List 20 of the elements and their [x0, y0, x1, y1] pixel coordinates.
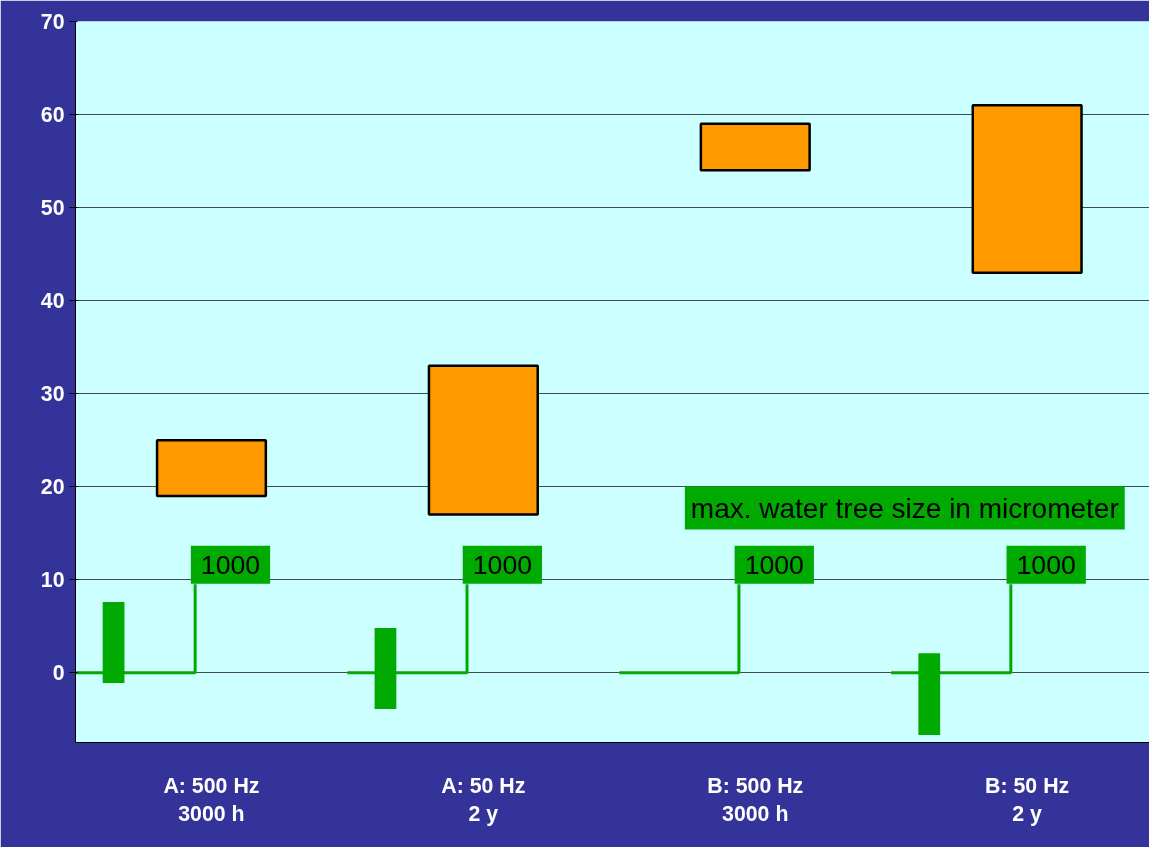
annotation: 1000 — [200, 549, 261, 580]
x-tick-label: A: 50 Hz 2 y — [441, 773, 526, 827]
y-tick-label: 20 — [40, 475, 65, 500]
y-tick-label: 70 — [40, 10, 65, 34]
bar — [427, 364, 539, 516]
y-tick-label: 0 — [52, 661, 65, 686]
x-tick-label: B: 500 Hz 3000 h — [707, 773, 804, 827]
x-tick-label: B: 50 Hz 2 y — [985, 773, 1070, 827]
annotation: 1000 — [744, 549, 804, 580]
x-tick-label: A: 500 Hz 3000 h — [163, 773, 260, 827]
bar — [699, 122, 811, 172]
y-tick-label: 60 — [40, 103, 65, 128]
annotation: 1000 — [472, 549, 533, 580]
bar — [155, 438, 268, 498]
annotation: max. water tree size in micrometer — [690, 492, 1119, 524]
y-tick-label: 30 — [40, 382, 65, 407]
y-tick-label: 50 — [40, 196, 65, 221]
y-tick-label: 10 — [40, 568, 65, 593]
y-tick-label: 40 — [40, 289, 65, 314]
annotation: 1000 — [1016, 549, 1076, 580]
